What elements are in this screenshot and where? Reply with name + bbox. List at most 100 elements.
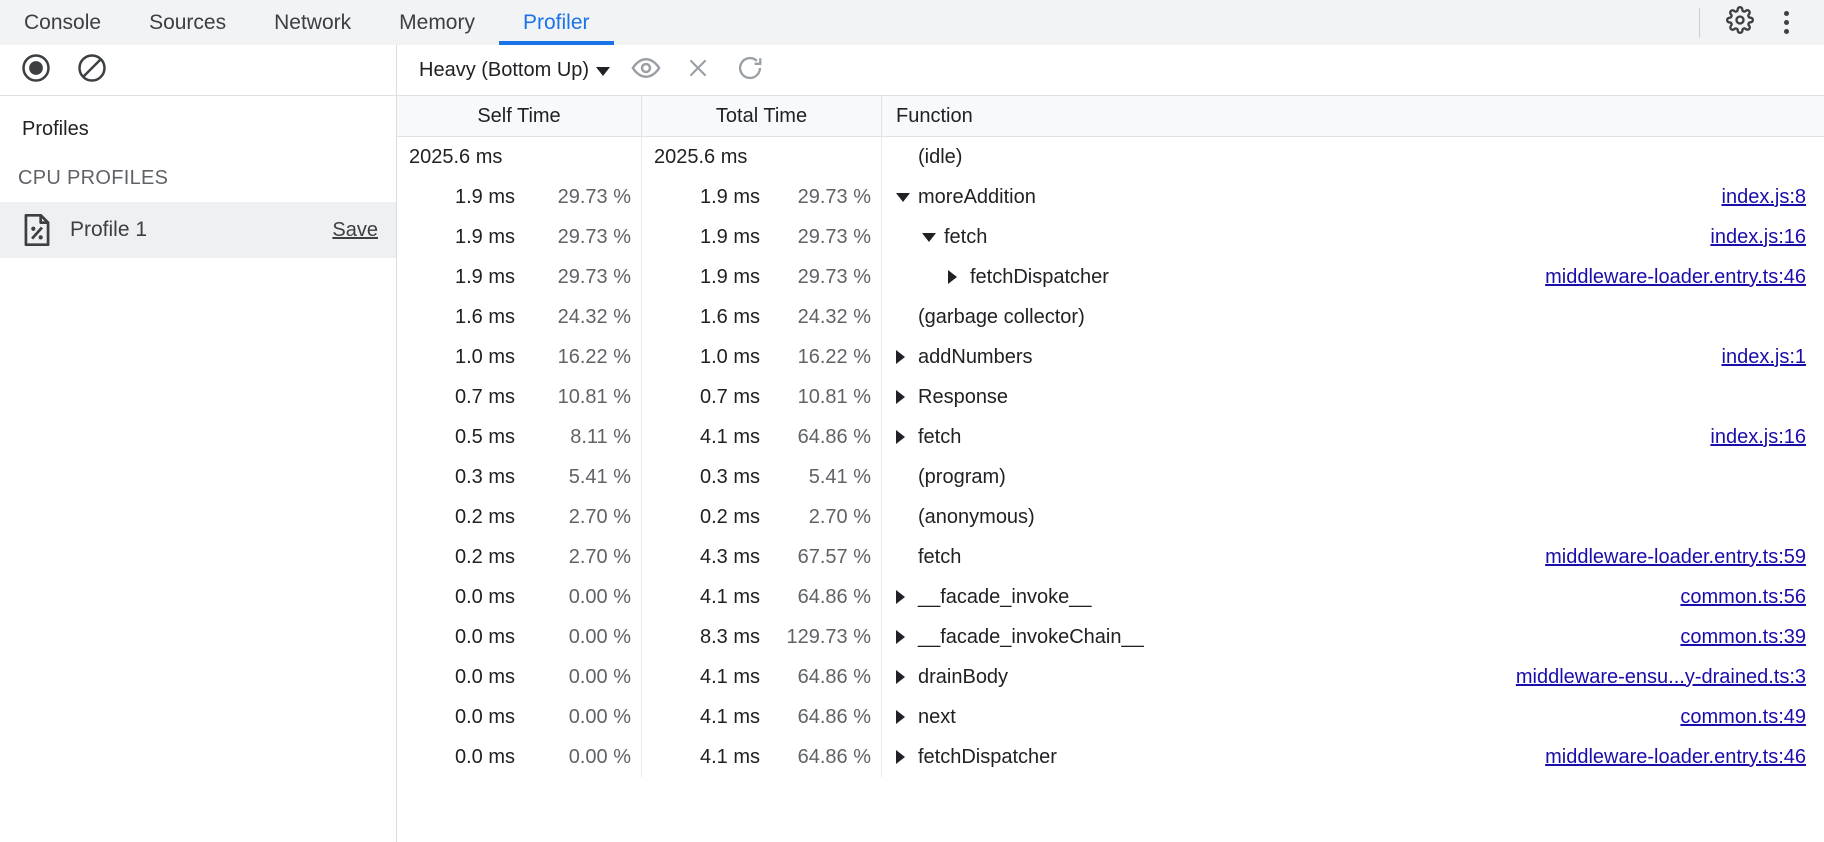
no-entry-icon (77, 53, 107, 88)
total-time-ms: 4.1 ms (699, 425, 760, 448)
tab-sources[interactable]: Sources (149, 10, 227, 34)
function-cell: (garbage collector) (882, 297, 1824, 337)
more-vertical-icon (1783, 11, 1789, 34)
table-row[interactable]: 1.9 ms 29.73 % 1.9 ms 29.73 % fetchDispatche… (397, 257, 1824, 297)
total-time-ms: 1.6 ms (699, 305, 760, 328)
sidebar-item-profile[interactable]: Profile 1 Save (0, 202, 396, 258)
self-time-cell: 0.0 ms 0.00 % (397, 657, 642, 697)
source-location-link[interactable]: middleware-loader.entry.ts:46 (1545, 265, 1806, 288)
self-time-cell: 0.5 ms 8.11 % (397, 417, 642, 457)
table-row[interactable]: 0.0 ms 0.00 % 8.3 ms 129.73 % __facade_invok… (397, 617, 1824, 657)
table-row[interactable]: 0.7 ms 10.81 % 0.7 ms 10.81 % Response (397, 377, 1824, 417)
table-row[interactable]: 0.0 ms 0.00 % 4.1 ms 64.86 % fetchDispatcher… (397, 737, 1824, 777)
gear-icon (1726, 6, 1754, 39)
source-location-link[interactable]: middleware-loader.entry.ts:59 (1545, 545, 1806, 568)
tab-network[interactable]: Network (274, 10, 352, 34)
table-row[interactable]: 0.0 ms 0.00 % 4.1 ms 64.86 % drainBody middle… (397, 657, 1824, 697)
table-row[interactable]: 1.0 ms 16.22 % 1.0 ms 16.22 % addNumbers inde… (397, 337, 1824, 377)
table-row[interactable]: 1.6 ms 24.32 % 1.6 ms 24.32 % (garbage colle… (397, 297, 1824, 337)
total-time-percent: 64.86 % (797, 425, 871, 448)
clear-button[interactable] (70, 50, 114, 90)
total-time-ms: 1.9 ms (699, 265, 760, 288)
self-time-ms: 0.0 ms (454, 745, 515, 768)
tab-profiler[interactable]: Profiler (498, 0, 614, 45)
total-time-ms: 4.1 ms (699, 585, 760, 608)
self-time-percent: 5.41 % (568, 465, 631, 488)
save-profile-link[interactable]: Save (332, 218, 378, 241)
more-options-button[interactable] (1766, 3, 1806, 43)
expand-triangle-icon[interactable] (896, 430, 918, 444)
eye-icon (631, 53, 661, 88)
table-row[interactable]: 0.0 ms 0.00 % 4.1 ms 64.86 % next common.ts:4… (397, 697, 1824, 737)
source-location-link[interactable]: middleware-loader.entry.ts:46 (1545, 745, 1806, 768)
total-time-percent: 29.73 % (797, 265, 871, 288)
table-row[interactable]: 0.5 ms 8.11 % 4.1 ms 64.86 % fetch index.js:1… (397, 417, 1824, 457)
total-time-ms: 0.3 ms (699, 465, 760, 488)
table-row[interactable]: 2025.6 ms 2025.6 ms (idle) (397, 137, 1824, 177)
source-location-link[interactable]: index.js:16 (1710, 425, 1806, 448)
exclude-function-button[interactable] (676, 50, 720, 90)
source-location-link[interactable]: index.js:8 (1721, 185, 1807, 208)
expand-triangle-icon[interactable] (896, 350, 918, 364)
focus-selected-function-button[interactable] (624, 50, 668, 90)
total-time-cell: 4.1 ms 64.86 % (642, 737, 882, 777)
function-name: drainBody (918, 665, 1009, 688)
total-time-percent: 29.73 % (797, 225, 871, 248)
expand-triangle-icon[interactable] (896, 390, 918, 404)
source-location-link[interactable]: common.ts:49 (1680, 705, 1806, 728)
total-time-cell: 4.1 ms 64.86 % (642, 697, 882, 737)
expand-triangle-icon[interactable] (896, 590, 918, 604)
profile-data-grid: Self Time Total Time Function 2025.6 ms 2… (397, 96, 1824, 842)
total-time-ms: 1.9 ms (699, 225, 760, 248)
settings-button[interactable] (1720, 3, 1760, 43)
column-header-function[interactable]: Function (896, 104, 973, 127)
column-header-total-time[interactable]: Total Time (642, 96, 882, 136)
source-location-link[interactable]: common.ts:56 (1680, 585, 1806, 608)
record-button[interactable] (14, 50, 58, 90)
collapse-triangle-icon[interactable] (896, 192, 918, 202)
expand-triangle-icon[interactable] (896, 670, 918, 684)
source-location-link[interactable]: common.ts:39 (1680, 625, 1806, 648)
self-time-ms: 0.0 ms (454, 665, 515, 688)
expand-triangle-icon[interactable] (948, 270, 970, 284)
view-mode-label: Heavy (Bottom Up) (419, 58, 590, 81)
function-cell: next common.ts:49 (882, 697, 1824, 737)
grid-body: 2025.6 ms 2025.6 ms (idle) 1.9 ms 29.73 % 1.9… (397, 137, 1824, 842)
table-row[interactable]: 1.9 ms 29.73 % 1.9 ms 29.73 % moreAddition in… (397, 177, 1824, 217)
function-cell: fetchDispatcher middleware-loader.entry.t… (882, 737, 1824, 777)
total-time-cell: 1.6 ms 24.32 % (642, 297, 882, 337)
close-x-icon (685, 55, 711, 86)
tab-memory[interactable]: Memory (399, 10, 475, 34)
total-time-cell: 8.3 ms 129.73 % (642, 617, 882, 657)
source-location-link[interactable]: index.js:1 (1721, 345, 1807, 368)
expand-triangle-icon[interactable] (896, 630, 918, 644)
function-cell: addNumbers index.js:1 (882, 337, 1824, 377)
expand-triangle-icon[interactable] (896, 750, 918, 764)
tab-console[interactable]: Console (24, 10, 102, 34)
self-time-cell: 0.0 ms 0.00 % (397, 617, 642, 657)
self-time-ms: 0.3 ms (454, 465, 515, 488)
source-location-link[interactable]: middleware-ensu...y-drained.ts:3 (1515, 665, 1806, 688)
source-location-link[interactable]: index.js:16 (1710, 225, 1806, 248)
self-time-percent: 0.00 % (568, 705, 631, 728)
collapse-triangle-icon[interactable] (922, 232, 944, 242)
function-cell: __facade_invokeChain__ common.ts:39 (882, 617, 1824, 657)
expand-triangle-icon[interactable] (896, 710, 918, 724)
table-row[interactable]: 0.0 ms 0.00 % 4.1 ms 64.86 % __facade_invoke… (397, 577, 1824, 617)
total-time-cell: 0.7 ms 10.81 % (642, 377, 882, 417)
self-time-cell: 0.0 ms 0.00 % (397, 737, 642, 777)
table-row[interactable]: 0.3 ms 5.41 % 0.3 ms 5.41 % (program) (397, 457, 1824, 497)
table-row[interactable]: 1.9 ms 29.73 % 1.9 ms 29.73 % fetch index.js:… (397, 217, 1824, 257)
devtools-tabbar: Console Sources Network Memory Profiler (0, 0, 1824, 45)
sidebar-section-cpu-profiles: CPU PROFILES (18, 167, 169, 189)
profile-document-icon (22, 214, 52, 246)
function-name: (garbage collector) (918, 305, 1085, 328)
panel-body: Profiles CPU PROFILES Profile 1 Save Self… (0, 96, 1824, 842)
self-time-percent: 29.73 % (557, 265, 631, 288)
restore-all-functions-button[interactable] (728, 50, 772, 90)
column-header-self-time[interactable]: Self Time (397, 96, 642, 136)
function-cell: fetch index.js:16 (882, 417, 1824, 457)
table-row[interactable]: 0.2 ms 2.70 % 0.2 ms 2.70 % (anonymous) (397, 497, 1824, 537)
table-row[interactable]: 0.2 ms 2.70 % 4.3 ms 67.57 % fetch middleware… (397, 537, 1824, 577)
view-mode-dropdown[interactable]: Heavy (Bottom Up) (413, 55, 616, 86)
